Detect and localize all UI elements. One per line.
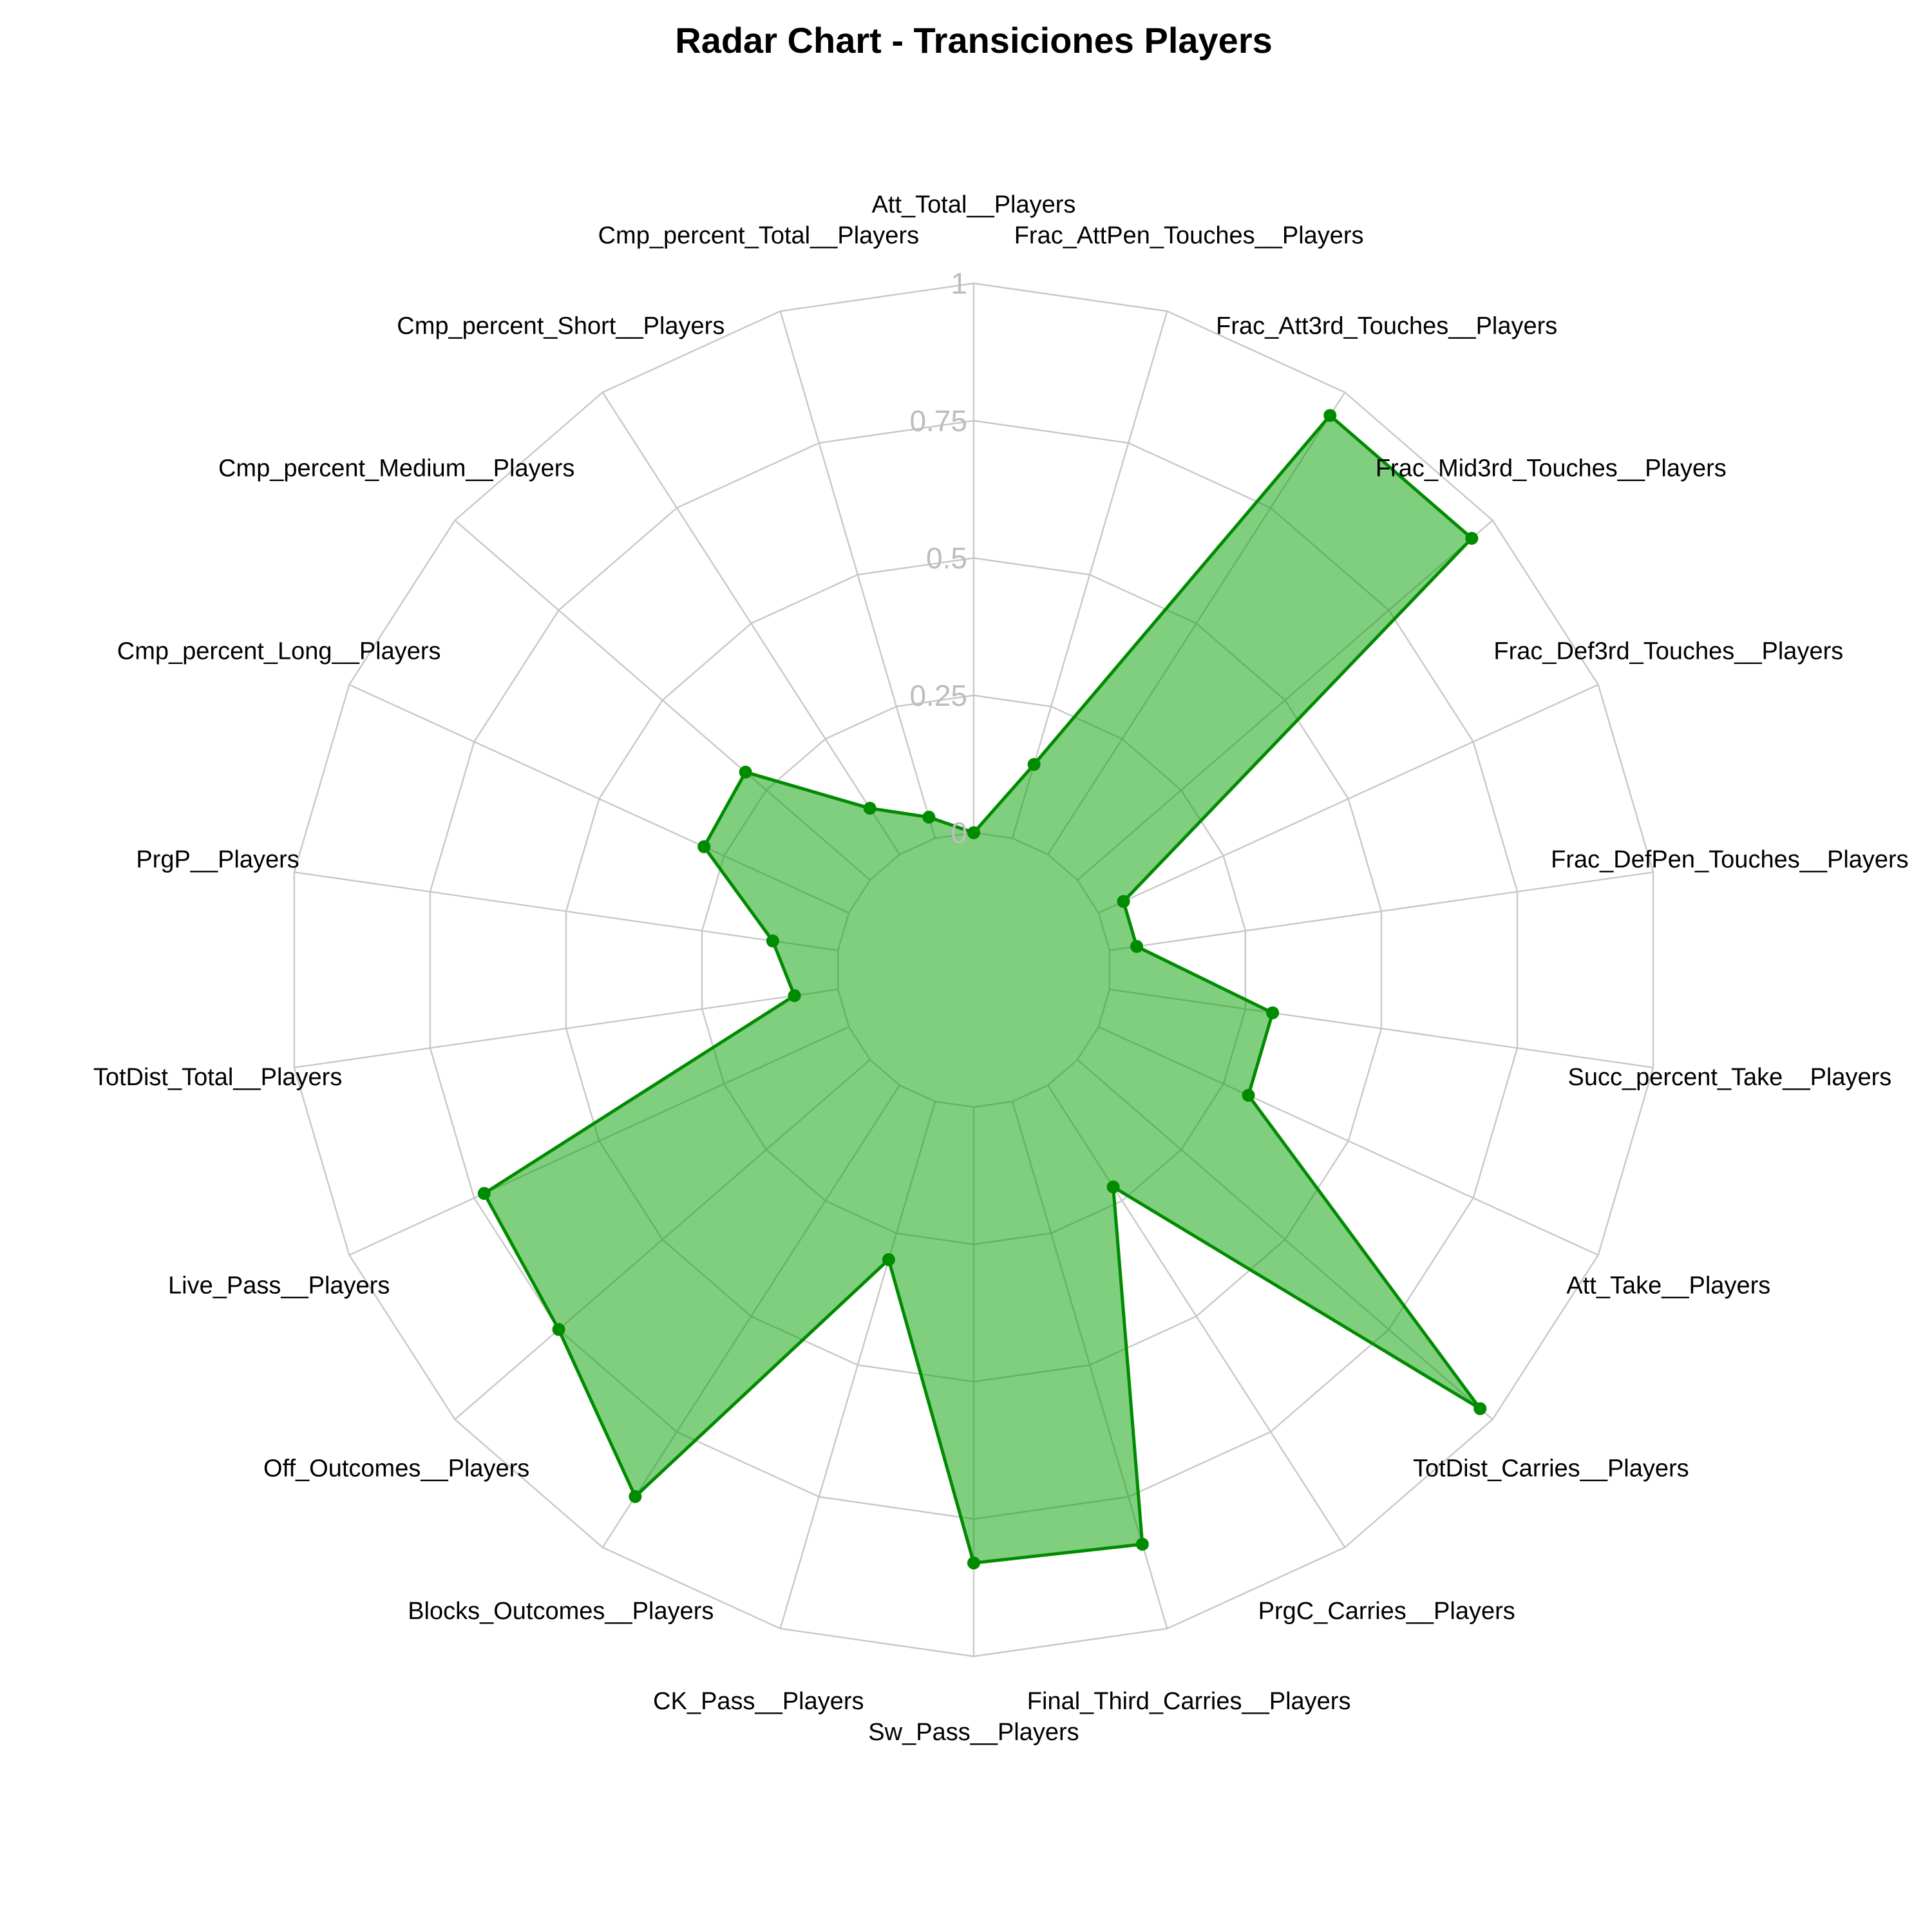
category-label: Frac_DefPen_Touches__Players (1551, 846, 1909, 873)
r-tick-label: 0.25 (909, 679, 967, 712)
category-label: PrgC_Carries__Players (1258, 1598, 1515, 1625)
category-label: PrgP__Players (136, 846, 299, 873)
data-point (1117, 895, 1130, 908)
data-point (967, 1556, 980, 1569)
category-label: Frac_Def3rd_Touches__Players (1493, 638, 1843, 665)
data-point (922, 810, 936, 824)
category-label: Live_Pass__Players (168, 1273, 390, 1300)
r-tick-label: 0.5 (926, 542, 967, 575)
category-label: Blocks_Outcomes__Players (408, 1598, 714, 1625)
category-label: TotDist_Total__Players (93, 1064, 343, 1091)
data-point (552, 1323, 565, 1336)
category-label: Frac_Att3rd_Touches__Players (1216, 312, 1557, 339)
data-point (1135, 1537, 1149, 1551)
category-labels: Att_Total__Players Frac_AttPen_Touches__P… (93, 191, 1909, 1746)
data-point (1130, 940, 1144, 953)
r-tick-label: 1 (951, 267, 967, 300)
category-label: Cmp_percent_Total__Players (598, 222, 920, 249)
category-label: Att_Take__Players (1566, 1273, 1770, 1300)
series-area (482, 413, 1482, 1565)
chart-title: Radar Chart - Transiciones Players (675, 20, 1273, 61)
data-point (1465, 531, 1479, 545)
data-point (967, 826, 980, 839)
radial-tick-labels: 0 0.25 0.5 0.75 1 (909, 267, 967, 849)
r-tick-label: 0 (951, 816, 967, 849)
radar-series (477, 409, 1487, 1569)
category-label: Cmp_percent_Medium__Players (218, 455, 574, 482)
grid-ring (293, 282, 1654, 1658)
r-tick-label: 0.75 (909, 404, 967, 437)
data-point (477, 1187, 491, 1200)
data-point (1323, 409, 1337, 422)
category-label: Frac_AttPen_Touches__Players (1014, 222, 1364, 249)
category-label: Off_Outcomes__Players (263, 1455, 529, 1482)
data-point (863, 802, 876, 815)
data-point (697, 840, 711, 853)
data-point (1027, 758, 1041, 772)
category-label: Frac_Mid3rd_Touches__Players (1376, 455, 1727, 482)
data-point (766, 934, 779, 948)
category-label: Final_Third_Carries__Players (1027, 1688, 1351, 1715)
data-point (1106, 1180, 1120, 1194)
data-point (739, 765, 752, 779)
category-label: Succ_percent_Take__Players (1568, 1064, 1892, 1091)
category-label: Cmp_percent_Short__Players (397, 312, 724, 339)
data-point (882, 1253, 895, 1266)
data-point (788, 989, 801, 1003)
category-label: Cmp_percent_Long__Players (117, 638, 441, 665)
data-point (1242, 1088, 1255, 1102)
data-point (629, 1490, 642, 1503)
data-point (1266, 1006, 1280, 1019)
category-label: Sw_Pass__Players (868, 1719, 1079, 1746)
category-label: CK_Pass__Players (653, 1688, 864, 1715)
data-point (1473, 1402, 1487, 1416)
category-label: TotDist_Carries__Players (1413, 1455, 1689, 1482)
category-label: Att_Total__Players (872, 191, 1076, 218)
